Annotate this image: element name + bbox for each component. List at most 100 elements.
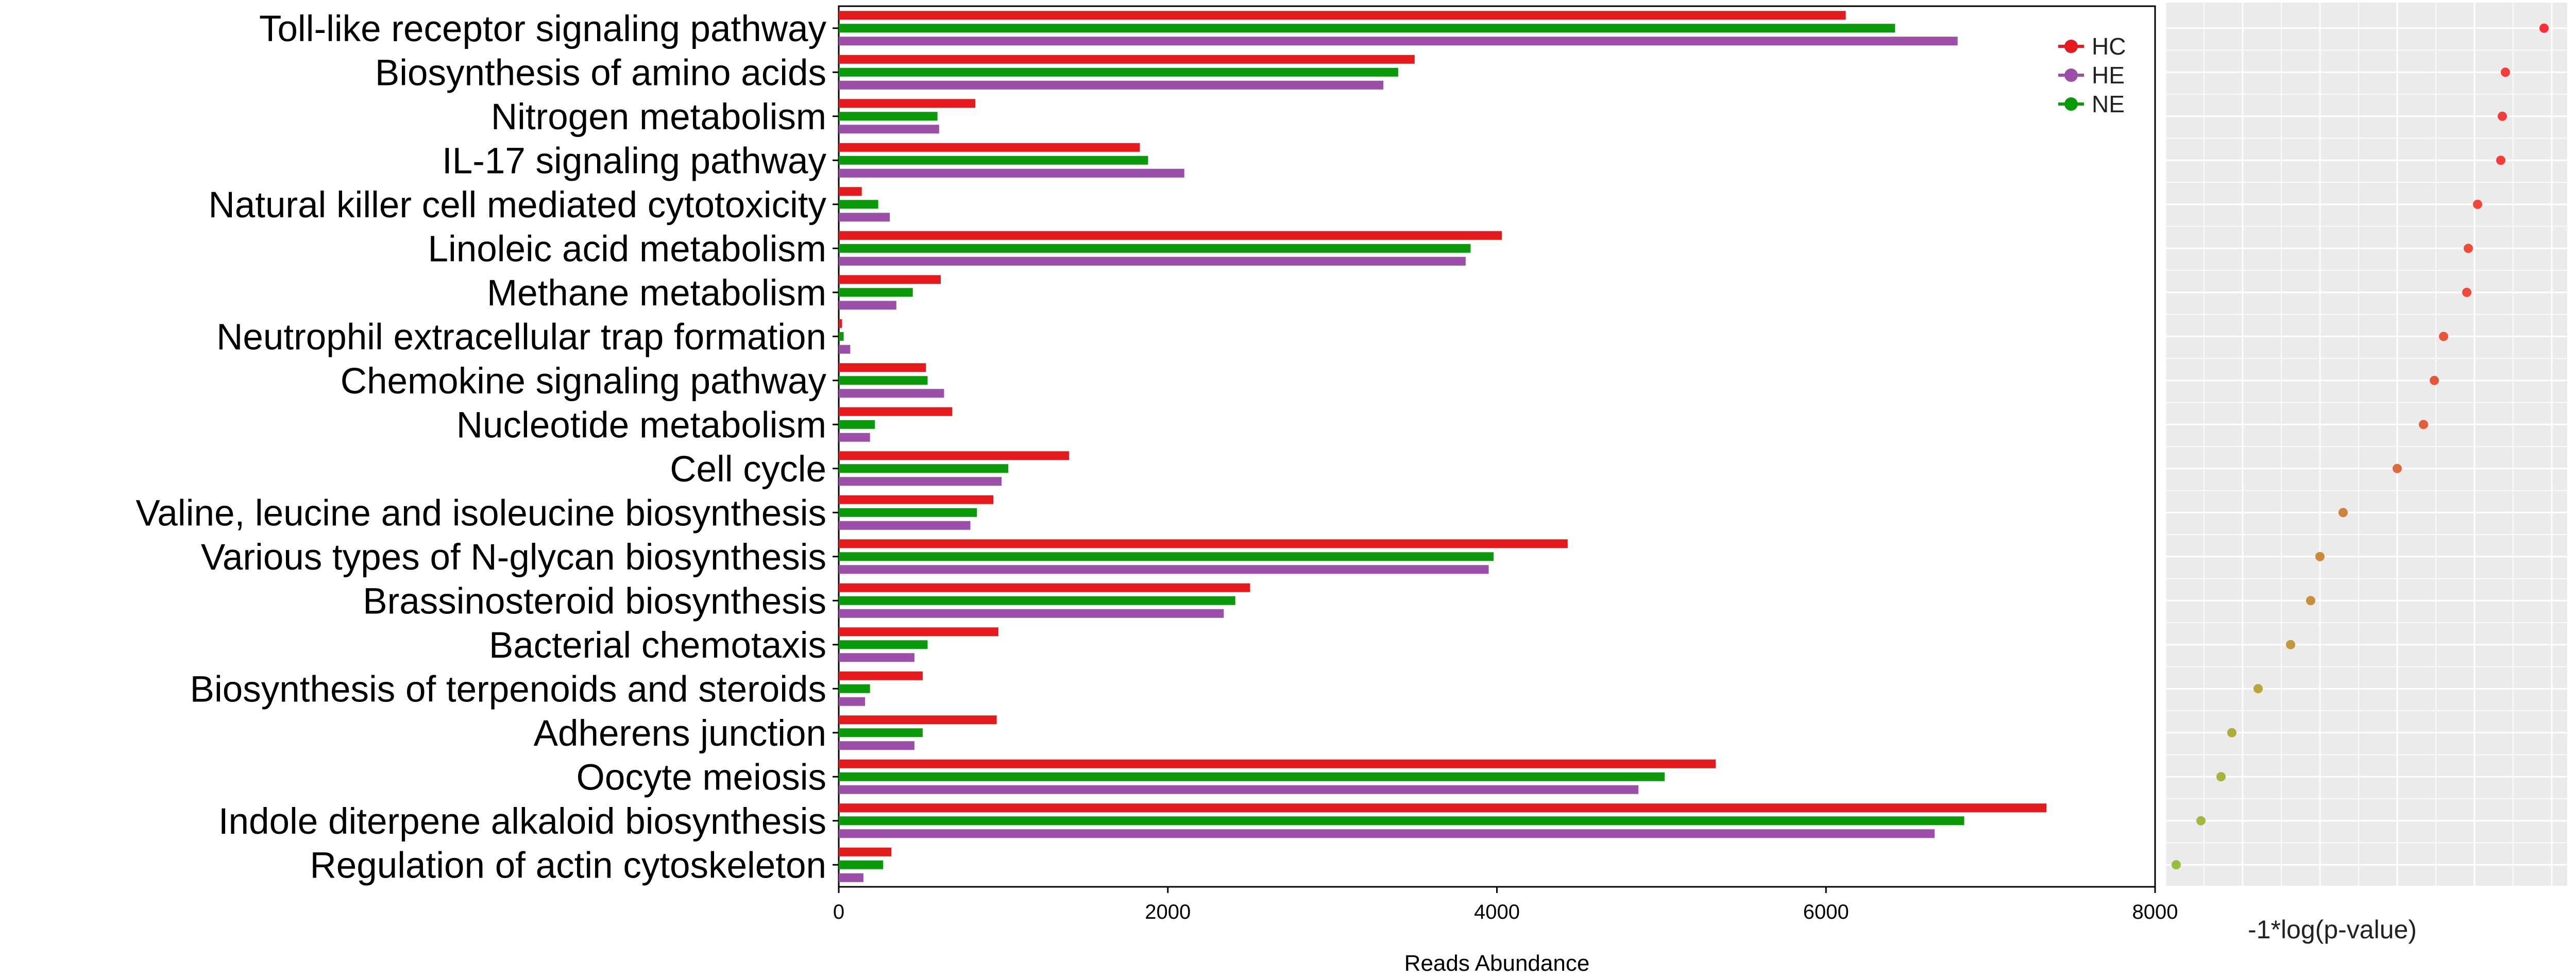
bar-hc	[839, 847, 892, 856]
pvalue-dot	[2464, 244, 2473, 253]
bar-he	[839, 168, 1184, 178]
pvalue-dot	[2286, 640, 2295, 649]
bar-hc	[839, 407, 953, 416]
x-tick-label: 4000	[1474, 901, 1520, 923]
category-label: Natural killer cell mediated cytotoxicit…	[208, 185, 826, 226]
bar-hc	[839, 715, 997, 725]
legend-dot-he	[2064, 68, 2078, 82]
category-label: Valine, leucine and isoleucine biosynthe…	[135, 493, 826, 534]
pvalue-dot-plot: -1*log(p-value)pvalue345	[2164, 3, 2567, 944]
bar-hc	[839, 539, 1568, 548]
bar-hc	[839, 55, 1415, 64]
x-tick-label: 6000	[1803, 901, 1849, 923]
scatter-x-axis-title: -1*log(p-value)	[2248, 915, 2417, 944]
bar-hc	[839, 803, 2047, 813]
bar-he	[839, 565, 1489, 574]
bar-hc	[839, 11, 1846, 20]
bar-ne	[839, 288, 913, 297]
legend-dot-ne	[2064, 97, 2078, 111]
category-label: Linoleic acid metabolism	[428, 229, 826, 269]
bar-hc	[839, 275, 941, 284]
bar-he	[839, 829, 1935, 838]
bar-ne	[839, 816, 1964, 826]
bar-hc	[839, 495, 994, 504]
bar-ne	[839, 596, 1235, 605]
bar-chart: Toll-like receptor signaling pathwayBios…	[135, 5, 2178, 976]
category-label: Nitrogen metabolism	[491, 97, 826, 138]
bar-ne	[839, 728, 923, 737]
category-label: Chemokine signaling pathway	[341, 361, 827, 402]
x-tick-label: 0	[833, 901, 844, 923]
category-label: Methane metabolism	[487, 273, 826, 314]
category-label: Toll-like receptor signaling pathway	[259, 9, 827, 49]
bar-ne	[839, 156, 1148, 165]
legend-label-ne: NE	[2092, 91, 2125, 117]
category-label: Bacterial chemotaxis	[489, 625, 826, 666]
bar-ne	[839, 244, 1471, 253]
scatter-panel-background	[2165, 3, 2567, 886]
bar-ne	[839, 508, 977, 517]
x-tick-label: 2000	[1145, 901, 1191, 923]
pvalue-dot	[2462, 287, 2471, 297]
bar-ne	[839, 376, 928, 385]
pvalue-dot	[2539, 23, 2549, 33]
bar-he	[839, 521, 971, 530]
bar-he	[839, 873, 863, 882]
bar-hc	[839, 363, 926, 372]
pvalue-dot	[2227, 728, 2236, 737]
bar-hc	[839, 319, 842, 328]
bar-hc	[839, 451, 1070, 460]
bar-he	[839, 477, 1002, 486]
bar-ne	[839, 200, 878, 209]
bar-he	[839, 345, 851, 354]
bar-he	[839, 697, 866, 706]
bar-panel-frame	[838, 5, 2156, 888]
bar-he	[839, 785, 1639, 794]
bar-ne	[839, 640, 928, 649]
pvalue-dot	[2216, 772, 2226, 782]
bar-he	[839, 37, 1958, 46]
bar-hc	[839, 99, 976, 108]
bar-he	[839, 256, 1466, 266]
legend-label-he: HE	[2092, 62, 2125, 89]
x-axis-title: Reads Abundance	[1404, 951, 1590, 976]
pvalue-dot	[2393, 463, 2402, 473]
bar-ne	[839, 860, 884, 869]
bar-ne	[839, 552, 1494, 561]
category-label: IL-17 signaling pathway	[442, 141, 826, 181]
pvalue-dot	[2498, 111, 2507, 121]
pvalue-dot	[2338, 508, 2348, 518]
bar-ne	[839, 772, 1665, 781]
bar-he	[839, 125, 939, 134]
pvalue-dot	[2430, 375, 2439, 385]
bar-ne	[839, 332, 844, 341]
pvalue-dot	[2439, 332, 2448, 341]
bar-hc	[839, 187, 862, 196]
pvalue-dot	[2253, 684, 2263, 694]
bar-ne	[839, 464, 1008, 473]
category-label: Cell cycle	[670, 449, 826, 490]
series-hc	[839, 11, 2047, 856]
bar-hc	[839, 671, 923, 680]
bar-ne	[839, 684, 870, 693]
bar-he	[839, 80, 1384, 90]
bar-he	[839, 741, 914, 750]
bar-hc	[839, 627, 998, 637]
series-he	[839, 37, 1958, 882]
category-label: Neutrophil extracellular trap formation	[216, 317, 826, 357]
category-label: Brassinosteroid biosynthesis	[363, 581, 826, 622]
x-tick-label: 8000	[2132, 901, 2178, 923]
bar-he	[839, 653, 914, 662]
bar-hc	[839, 143, 1140, 152]
pvalue-dot	[2473, 199, 2482, 209]
category-label: Biosynthesis of amino acids	[375, 53, 826, 93]
legend-dot-hc	[2064, 40, 2078, 53]
category-label: Oocyte meiosis	[577, 757, 826, 798]
series-ne	[839, 24, 1964, 869]
bar-he	[839, 433, 870, 442]
pvalue-dot	[2315, 552, 2325, 561]
pvalue-dot	[2306, 596, 2315, 606]
